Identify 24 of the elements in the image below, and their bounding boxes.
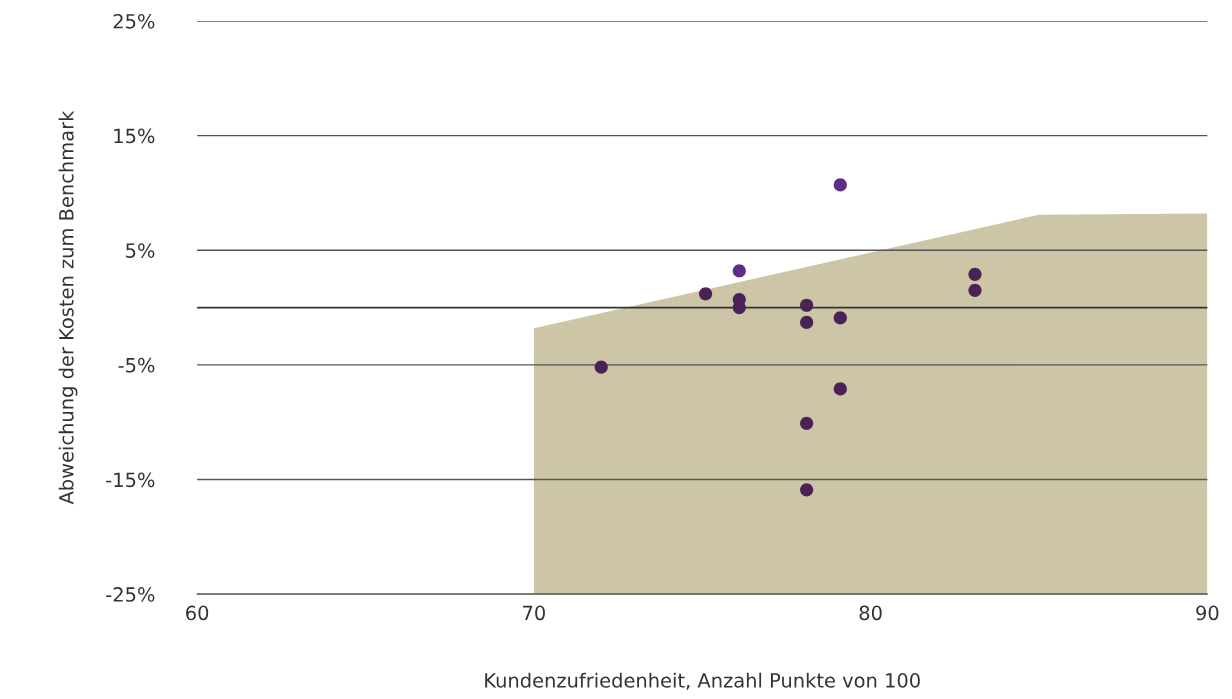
x-tick-label: 60 [186,605,209,621]
point [800,298,814,312]
y-axis-title: Abweichung der Kosten zum Benchmark [58,110,78,505]
y-tick-label: 15% [114,128,155,144]
point [800,483,814,497]
point [594,360,608,374]
y-tick-label: -25% [106,587,155,602]
x-tick-label: 80 [859,605,882,621]
point [699,287,713,301]
point [833,311,847,325]
y-tick-label: 25% [113,13,155,29]
y-tick-label: -5% [118,357,155,373]
x-axis-title: Kundenzufriedenheit, Anzahl Punkte von 100 [485,672,920,690]
point [800,315,814,330]
x-tick-label: 90 [1196,605,1219,621]
point [968,267,982,281]
x-tick-label: 70 [523,605,545,621]
y-tick-label: 5% [126,243,155,258]
point [732,264,746,278]
y-tick-label: -15% [106,472,155,488]
point [968,283,982,297]
point [800,416,814,430]
point [833,178,847,192]
point [833,382,847,396]
